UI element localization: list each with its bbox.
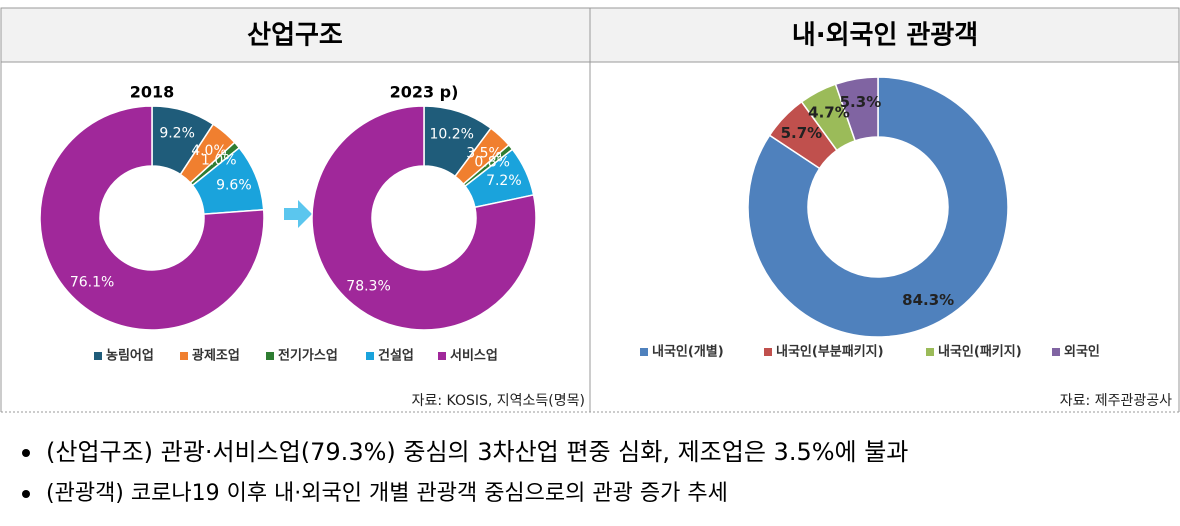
bullet-text: (관광객) 코로나19 이후 내·외국인 개별 관광객 중심으로의 관광 증가 …	[46, 481, 728, 506]
legend-label: 내국인(개별)	[652, 344, 724, 360]
data-label: 84.3%	[902, 291, 954, 309]
legend-swatch	[640, 348, 648, 356]
data-label: 3.5%	[466, 146, 502, 162]
bullet-dot	[22, 490, 30, 498]
legend-swatch	[1052, 348, 1060, 356]
legend-label: 건설업	[378, 348, 414, 364]
data-label: 5.7%	[781, 124, 823, 142]
data-label: 4.0%	[191, 143, 227, 159]
chart-title: 2023 p)	[390, 83, 459, 102]
legend-swatch	[180, 352, 188, 360]
data-label: 9.6%	[216, 178, 252, 194]
arrow	[284, 200, 312, 228]
data-label: 76.1%	[70, 274, 114, 290]
header: 내·외국인 관광객	[792, 21, 978, 51]
data-label: 9.2%	[159, 126, 195, 142]
data-label: 1.0%	[201, 153, 237, 169]
bullet-dot	[22, 449, 30, 457]
donut-slice	[747, 76, 1009, 338]
data-label: 5.3%	[840, 93, 882, 111]
legend-label: 전기가스업	[278, 348, 338, 364]
legend-swatch	[926, 348, 934, 356]
legend-label: 내국인(패키지)	[938, 344, 1022, 360]
legend-label: 광제조업	[192, 349, 240, 364]
legend-swatch	[266, 352, 274, 360]
legend-swatch	[366, 352, 374, 360]
source: 자료: 제주관광공사	[1060, 393, 1172, 409]
data-label: 0.8%	[474, 154, 510, 170]
legend-swatch	[438, 352, 446, 360]
legend-label: 내국인(부분패키지)	[776, 344, 884, 360]
donut-slice	[311, 105, 537, 331]
donut-slice	[39, 105, 265, 331]
donut-slice	[834, 76, 879, 142]
chart-title: 2018	[130, 83, 175, 102]
source: 자료: KOSIS, 지역소득(명목)	[412, 393, 585, 409]
legend-swatch	[94, 352, 102, 360]
legend-label: 외국인	[1064, 344, 1100, 360]
bullet-text: (산업구조) 관광·서비스업(79.3%) 중심의 3차산업 편중 심화, 제조…	[46, 438, 908, 466]
data-label: 7.2%	[486, 173, 522, 189]
legend-swatch	[764, 348, 772, 356]
data-label: 78.3%	[346, 278, 390, 294]
legend-label: 농림어업	[106, 348, 154, 364]
header: 산업구조	[247, 21, 343, 51]
data-label: 4.7%	[808, 104, 850, 122]
data-label: 10.2%	[429, 126, 473, 142]
legend-label: 서비스업	[450, 349, 498, 364]
